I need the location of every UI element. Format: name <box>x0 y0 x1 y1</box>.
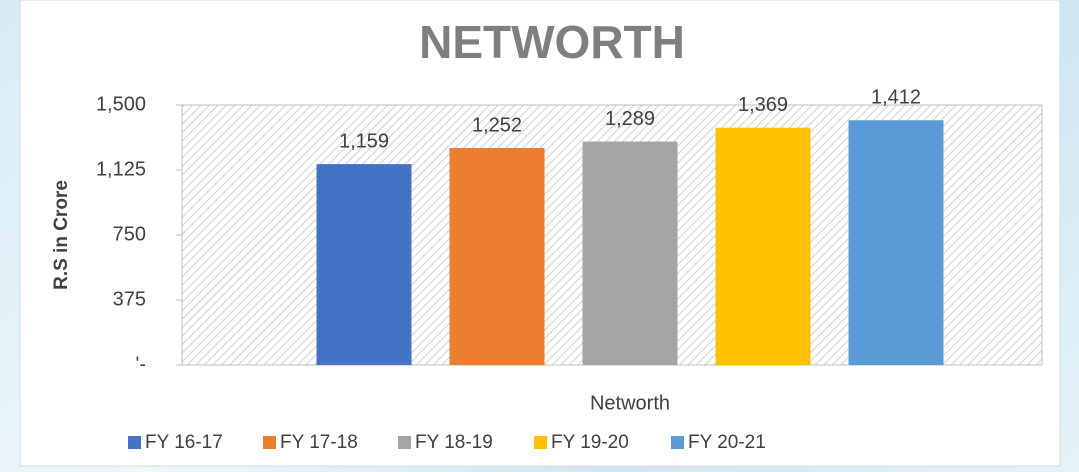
data-label: 1,252 <box>472 114 522 136</box>
bar <box>715 127 811 365</box>
y-tick-label: '- <box>136 353 146 375</box>
chart-title: NETWORTH <box>419 16 685 68</box>
data-label: 1,289 <box>605 108 655 130</box>
legend-label: FY 18-19 <box>415 432 493 453</box>
legend-label: FY 16-17 <box>145 432 223 453</box>
legend-swatch <box>534 436 547 449</box>
bar <box>449 147 545 365</box>
legend-label: FY 17-18 <box>280 432 358 453</box>
legend-swatch <box>671 436 684 449</box>
y-tick-label: 750 <box>113 223 146 245</box>
y-axis-label: R.S in Crore <box>51 180 72 290</box>
y-tick-label: 375 <box>113 288 146 310</box>
bar <box>848 120 944 366</box>
bar <box>582 141 678 365</box>
data-label: 1,369 <box>738 94 788 116</box>
y-tick-label: 1,500 <box>96 93 146 115</box>
legend-label: FY 19-20 <box>551 432 629 453</box>
data-label: 1,412 <box>871 87 921 109</box>
legend-label: FY 20-21 <box>688 432 766 453</box>
legend-swatch <box>398 436 411 449</box>
data-label: 1,159 <box>339 130 389 152</box>
bar <box>316 164 412 365</box>
legend-swatch <box>263 436 276 449</box>
legend-swatch <box>128 436 141 449</box>
x-axis-label: Networth <box>590 392 670 414</box>
y-tick-label: 1,125 <box>96 158 146 180</box>
